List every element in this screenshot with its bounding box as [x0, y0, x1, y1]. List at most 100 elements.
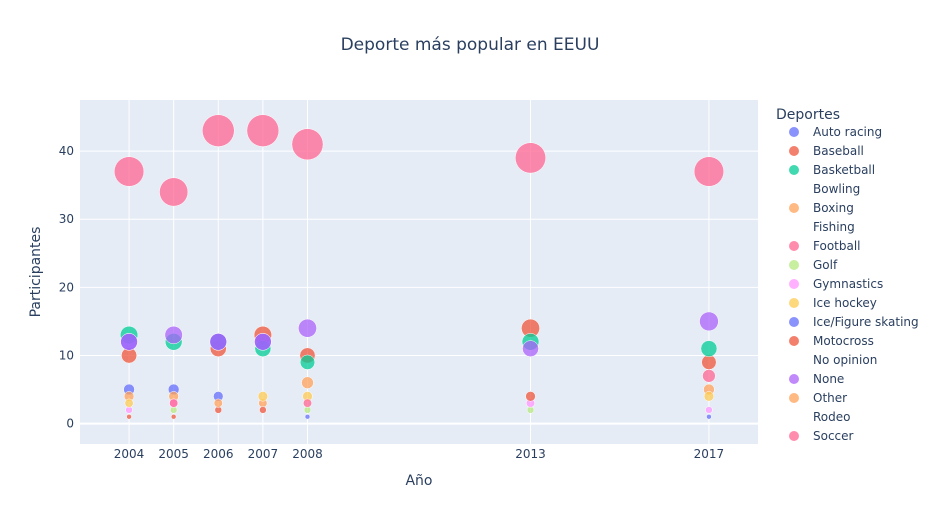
legend[interactable]: Auto racing Baseball Basketball Bowling Boxi…	[789, 125, 919, 443]
data-point[interactable]	[303, 398, 312, 408]
legend-item[interactable]: Ice hockey	[789, 296, 877, 310]
x-axis-title: Año	[405, 473, 432, 489]
legend-marker	[789, 317, 799, 327]
y-tick-label: 0	[66, 417, 74, 431]
data-point[interactable]	[124, 398, 134, 408]
data-point[interactable]	[257, 391, 269, 402]
data-point[interactable]	[301, 376, 314, 389]
legend-label: Golf	[813, 258, 838, 272]
legend-item[interactable]: Bowling	[813, 182, 860, 196]
legend-item[interactable]: Golf	[789, 258, 838, 272]
x-tick-label: 2017	[694, 447, 725, 461]
x-tick-label: 2008	[292, 447, 323, 461]
y-tick-labels: 0 10 20 30 40	[59, 144, 74, 430]
legend-item[interactable]: Football	[789, 239, 861, 253]
data-point[interactable]	[120, 333, 138, 351]
legend-item[interactable]: Other	[789, 391, 847, 405]
legend-item[interactable]: No opinion	[813, 353, 877, 367]
series-ice-hockey	[124, 391, 715, 408]
data-point[interactable]	[246, 114, 280, 147]
legend-marker	[789, 203, 799, 213]
legend-title: Deportes	[776, 107, 840, 123]
legend-item[interactable]: Motocross	[789, 334, 874, 348]
series-motocross	[126, 391, 536, 420]
data-point[interactable]	[159, 177, 189, 207]
series-none	[120, 311, 719, 357]
data-point[interactable]	[170, 414, 177, 420]
legend-marker	[789, 431, 799, 441]
y-tick-label: 40	[59, 144, 74, 158]
data-point[interactable]	[703, 391, 715, 402]
data-point[interactable]	[113, 156, 145, 187]
legend-label: Bowling	[813, 182, 860, 196]
legend-label: None	[813, 372, 844, 386]
data-point[interactable]	[254, 333, 272, 351]
legend-item[interactable]: Baseball	[789, 144, 864, 158]
legend-label: Rodeo	[813, 410, 850, 424]
data-point[interactable]	[699, 311, 719, 332]
legend-label: Basketball	[813, 163, 875, 177]
legend-label: Auto racing	[813, 125, 882, 139]
legend-item[interactable]: Boxing	[789, 201, 854, 215]
series-other	[213, 398, 223, 408]
legend-item[interactable]: Auto racing	[789, 125, 882, 139]
legend-label: Soccer	[813, 429, 854, 443]
legend-item[interactable]: Ice/Figure skating	[789, 315, 919, 329]
chart-title: Deporte más popular en EEUU	[341, 35, 600, 55]
legend-label: Ice/Figure skating	[813, 315, 919, 329]
data-point[interactable]	[291, 128, 324, 161]
data-point[interactable]	[259, 406, 267, 414]
data-point[interactable]	[304, 414, 311, 420]
data-point[interactable]	[213, 398, 223, 408]
x-tick-label: 2006	[203, 447, 234, 461]
data-point[interactable]	[209, 333, 227, 351]
plot-background	[80, 100, 758, 444]
data-point[interactable]	[705, 406, 713, 414]
legend-marker	[789, 165, 799, 175]
data-point[interactable]	[706, 414, 712, 420]
data-point[interactable]	[169, 398, 179, 408]
legend-marker	[789, 127, 799, 137]
data-point[interactable]	[525, 391, 536, 402]
legend-marker	[789, 393, 799, 403]
data-point[interactable]	[522, 340, 539, 357]
data-point[interactable]	[299, 354, 316, 370]
data-point[interactable]	[700, 340, 718, 357]
legend-label: Other	[813, 391, 847, 405]
series-golf	[169, 406, 535, 414]
legend-marker	[789, 336, 799, 346]
series-football	[113, 114, 725, 207]
x-tick-labels: 2004 2005 2006 2007 2008 2013 2017	[114, 447, 724, 461]
legend-item[interactable]: Rodeo	[813, 410, 850, 424]
legend-item[interactable]: None	[789, 372, 844, 386]
y-tick-label: 20	[59, 280, 74, 294]
legend-marker	[789, 298, 799, 308]
legend-marker	[789, 260, 799, 270]
x-tick-label: 2004	[114, 447, 145, 461]
legend-label: Gymnastics	[813, 277, 883, 291]
y-axis-title: Participantes	[28, 227, 44, 318]
legend-item[interactable]: Gymnastics	[789, 277, 883, 291]
legend-item[interactable]: Soccer	[789, 429, 854, 443]
legend-label: Baseball	[813, 144, 864, 158]
data-point[interactable]	[693, 156, 725, 187]
legend-label: Fishing	[813, 220, 855, 234]
legend-label: No opinion	[813, 353, 877, 367]
y-tick-label: 30	[59, 212, 74, 226]
data-points	[113, 114, 725, 420]
legend-marker	[789, 241, 799, 251]
data-point[interactable]	[202, 114, 235, 147]
data-point[interactable]	[515, 142, 547, 174]
x-tick-label: 2013	[515, 447, 546, 461]
x-tick-label: 2005	[158, 447, 189, 461]
legend-marker	[789, 146, 799, 156]
data-point[interactable]	[702, 369, 716, 383]
legend-label: Ice hockey	[813, 296, 877, 310]
legend-item[interactable]: Basketball	[789, 163, 875, 177]
data-point[interactable]	[126, 414, 132, 420]
data-point[interactable]	[164, 325, 183, 345]
legend-item[interactable]: Fishing	[813, 220, 855, 234]
legend-label: Football	[813, 239, 861, 253]
data-point[interactable]	[701, 354, 717, 370]
data-point[interactable]	[298, 318, 317, 338]
